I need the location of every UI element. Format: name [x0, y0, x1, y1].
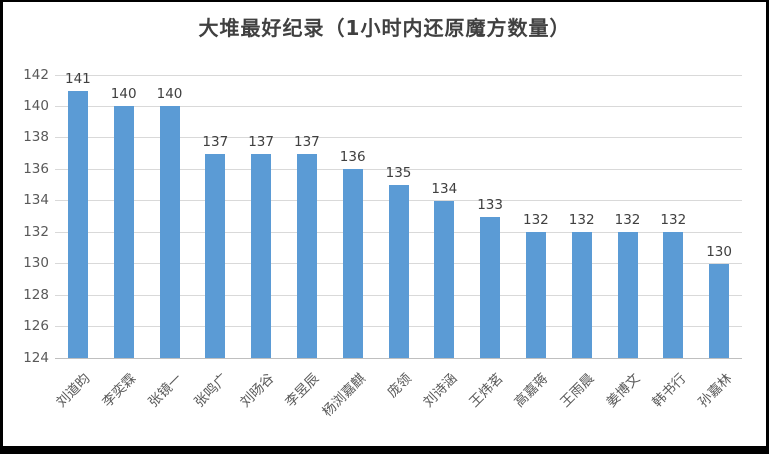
bar [67, 90, 88, 358]
bar-value-label: 141 [65, 70, 91, 87]
gridline [55, 137, 742, 139]
x-axis-category-label-text: 孙嘉林 [695, 370, 735, 411]
bar-value-label: 130 [706, 243, 732, 260]
chart-title: 大堆最好纪录（1小时内还原魔方数量） [198, 16, 571, 40]
bar [296, 153, 317, 358]
y-axis-tick-label: 128 [23, 286, 49, 303]
bar [434, 200, 455, 358]
y-axis-tick-label: 134 [23, 192, 49, 209]
bar-value-label: 133 [477, 196, 503, 213]
gridline [55, 168, 742, 170]
bar [617, 232, 638, 358]
y-axis-tick-label: 142 [23, 66, 49, 83]
bar [388, 185, 409, 358]
y-axis-tick-label: 130 [23, 255, 49, 272]
bar-value-label: 135 [385, 165, 412, 182]
x-axis-line [55, 357, 742, 359]
y-axis-tick-label: 140 [23, 97, 49, 114]
bar-value-label: 136 [339, 149, 366, 166]
x-axis-category-label: 孙嘉林 [565, 367, 735, 411]
bar [663, 232, 684, 358]
bar-value-label: 132 [660, 212, 687, 229]
bar [342, 169, 363, 358]
bar-value-label: 132 [568, 212, 595, 229]
bar-value-label: 132 [614, 212, 641, 229]
bar-value-label: 137 [248, 133, 274, 150]
gridline [55, 74, 742, 76]
bar [709, 263, 730, 358]
bar [251, 153, 272, 358]
bar-value-label: 134 [431, 180, 458, 197]
bar [571, 232, 592, 358]
bar-value-label: 137 [294, 133, 320, 150]
bar [480, 216, 501, 358]
y-axis-tick-label: 124 [23, 349, 49, 366]
bar-value-label: 137 [202, 133, 229, 150]
bar [113, 106, 134, 358]
gridline [55, 105, 742, 107]
bar-value-label: 132 [523, 212, 549, 229]
bar-value-label: 140 [156, 86, 183, 103]
y-axis-tick-label: 138 [23, 129, 49, 146]
y-axis-tick-label: 136 [23, 160, 49, 177]
bar [205, 153, 226, 358]
bar-chart-plot-area: 124 126 128 130 132 134 136 138 140 142 141 刘道昀 140 李… [3, 2, 766, 446]
y-axis-tick-label: 126 [23, 318, 49, 335]
bar-value-label: 140 [110, 86, 137, 103]
y-axis-tick-label: 132 [23, 223, 49, 240]
bar [159, 106, 180, 358]
bar [525, 232, 546, 358]
